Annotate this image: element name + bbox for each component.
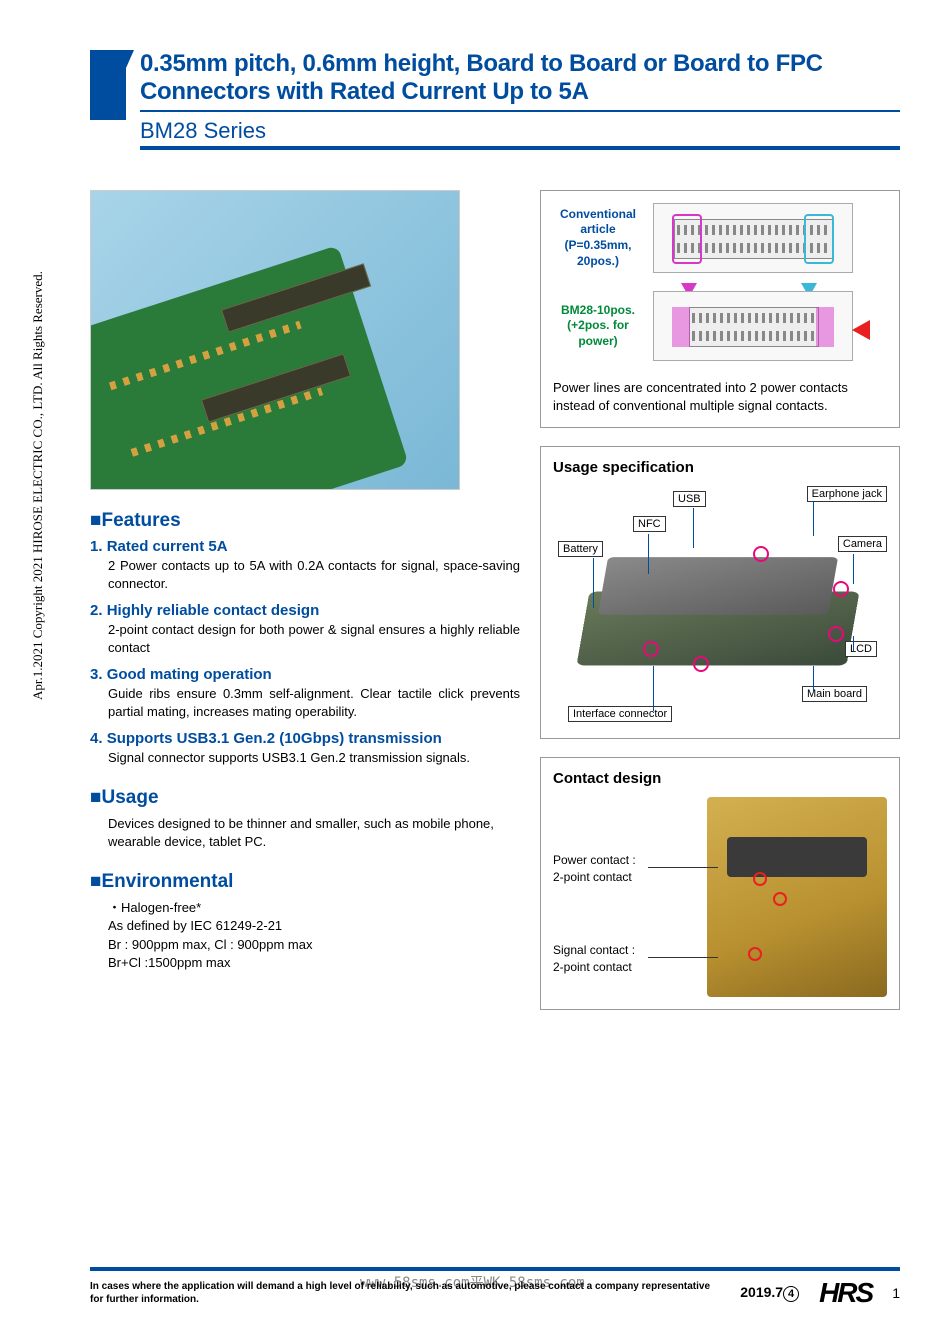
footer: In cases where the application will dema… xyxy=(90,1267,900,1309)
contact-title: Contact design xyxy=(553,770,887,787)
diagram-caption: Power lines are concentrated into 2 powe… xyxy=(553,379,887,415)
header-tab xyxy=(90,50,126,120)
label-battery: Battery xyxy=(558,541,603,557)
page-content: 0.35mm pitch, 0.6mm height, Board to Boa… xyxy=(0,0,950,1068)
usage-spec-box: Usage specification NFC USB Earphone jac… xyxy=(540,446,900,739)
left-column: ■Features 1. Rated current 5A 2 Power co… xyxy=(90,190,520,1028)
label-nfc: NFC xyxy=(633,516,666,532)
bm28-label: BM28-10pos. (+2pos. for power) xyxy=(553,303,643,350)
footer-date: 2019.74 xyxy=(740,1284,799,1301)
conventional-label: Conventional article (P=0.35mm, 20pos.) xyxy=(553,207,643,269)
columns: ■Features 1. Rated current 5A 2 Power co… xyxy=(90,190,900,1028)
subtitle-bar xyxy=(140,146,900,150)
label-earphone: Earphone jack xyxy=(807,486,887,502)
contact-diagram: Power contact : 2-point contact Signal c… xyxy=(553,797,887,997)
environmental-body: ・Halogen-free* As defined by IEC 61249-2… xyxy=(108,899,520,972)
usage-heading: ■Usage xyxy=(90,787,520,809)
footer-note: In cases where the application will dema… xyxy=(90,1280,720,1306)
label-lcd: LCD xyxy=(845,641,877,657)
diagram-row-conventional: Conventional article (P=0.35mm, 20pos.) xyxy=(553,203,887,273)
diagram-row-bm28: BM28-10pos. (+2pos. for power) xyxy=(553,291,887,361)
copyright-side: Apr.1.2021 Copyright 2021 HIROSE ELECTRI… xyxy=(30,271,46,700)
conventional-diagram xyxy=(653,203,853,273)
feature-item: 2. Highly reliable contact design 2-poin… xyxy=(90,602,520,656)
signal-contact-label: Signal contact : 2-point contact xyxy=(553,942,635,976)
features-heading: ■Features xyxy=(90,510,520,532)
power-contact-label: Power contact : 2-point contact xyxy=(553,852,636,886)
diagram-box-1: Conventional article (P=0.35mm, 20pos.) … xyxy=(540,190,900,428)
subtitle: BM28 Series xyxy=(140,118,900,144)
page-number: 1 xyxy=(892,1285,900,1301)
feature-item: 3. Good mating operation Guide ribs ensu… xyxy=(90,666,520,720)
usage-spec-diagram: NFC USB Earphone jack Battery Camera LCD… xyxy=(553,486,887,726)
usage-body: Devices designed to be thinner and small… xyxy=(108,815,520,851)
usage-spec-title: Usage specification xyxy=(553,459,887,476)
right-column: Conventional article (P=0.35mm, 20pos.) … xyxy=(540,190,900,1028)
product-photo xyxy=(90,190,460,490)
bm28-diagram xyxy=(653,291,853,361)
label-usb: USB xyxy=(673,491,706,507)
main-title: 0.35mm pitch, 0.6mm height, Board to Boa… xyxy=(140,50,900,106)
feature-item: 4. Supports USB3.1 Gen.2 (10Gbps) transm… xyxy=(90,730,520,767)
contact-design-box: Contact design Power contact : 2-point c… xyxy=(540,757,900,1010)
environmental-heading: ■Environmental xyxy=(90,871,520,893)
red-arrow-icon xyxy=(852,320,870,340)
title-line: 0.35mm pitch, 0.6mm height, Board to Boa… xyxy=(140,50,900,112)
label-interface: Interface connector xyxy=(568,706,672,722)
label-mainboard: Main board xyxy=(802,686,867,702)
label-camera: Camera xyxy=(838,536,887,552)
feature-item: 1. Rated current 5A 2 Power contacts up … xyxy=(90,538,520,592)
hrs-logo: HRS xyxy=(819,1277,872,1309)
header: 0.35mm pitch, 0.6mm height, Board to Boa… xyxy=(90,50,900,150)
